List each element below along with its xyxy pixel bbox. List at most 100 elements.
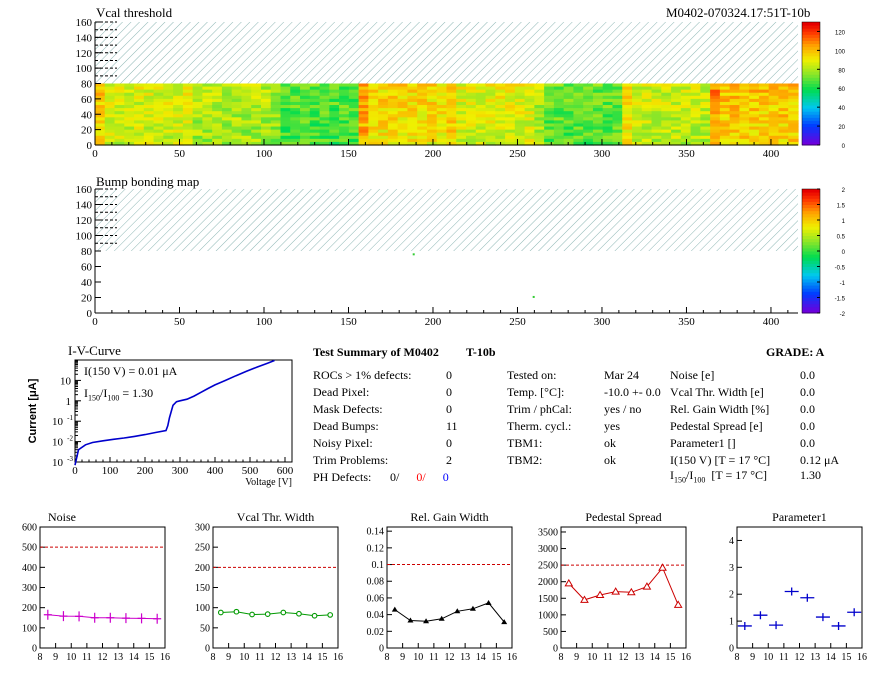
pixel-cell: [700, 114, 711, 118]
pixel-cell: [192, 129, 204, 134]
pixel-cell: [680, 135, 692, 140]
pixel-cell: [426, 132, 438, 137]
map-x-tick-label: 0: [92, 316, 98, 328]
pixel-cell: [260, 92, 272, 97]
summary-marker: [847, 608, 862, 617]
pixel-cell: [348, 89, 360, 94]
pixel-cell: [671, 108, 682, 112]
pixel-cell: [143, 120, 155, 125]
pixel-cell: [651, 141, 662, 146]
ratio-result-value: 1.30: [800, 468, 821, 482]
pixel-cell: [661, 138, 672, 143]
pixel-cell: [348, 138, 360, 143]
pixel-cell: [417, 111, 428, 115]
pixel-cell: [309, 101, 321, 106]
pixel-cell: [661, 126, 672, 131]
ph-defects-label: PH Defects:: [313, 470, 372, 484]
summary-x-tick-label: 14: [129, 652, 139, 663]
pixel-cell: [495, 95, 506, 100]
pixel-cell: [260, 108, 272, 112]
pixel-cell: [788, 135, 799, 140]
pixel-cell: [778, 111, 789, 115]
pixel-cell: [700, 101, 711, 106]
pixel-cell: [534, 117, 545, 121]
pixel-cell: [495, 92, 506, 97]
pixel-cell: [553, 138, 565, 143]
pixel-cell: [358, 135, 369, 140]
pixel-cell: [134, 95, 145, 100]
pixel-cell: [583, 89, 594, 94]
pixel-cell: [339, 129, 350, 134]
pixel-cell: [456, 138, 467, 143]
pixel-cell: [290, 108, 301, 112]
pixel-cell: [466, 98, 477, 103]
summary-x-tick-label: 15: [317, 652, 327, 663]
pixel-cell: [651, 111, 662, 115]
summary-plot-4: Pedestal Spread0500100015002000250030003…: [538, 510, 691, 663]
pixel-cell: [739, 120, 750, 125]
pixel-cell: [95, 86, 106, 91]
pixel-cell: [280, 105, 291, 109]
pixel-cell: [456, 117, 467, 121]
pixel-cell: [368, 135, 379, 140]
summary-y-tick-label: 0.02: [367, 627, 385, 638]
pixel-cell: [690, 123, 701, 128]
pixel-cell: [778, 120, 789, 125]
pixel-cell: [534, 126, 545, 131]
pixel-cell: [300, 120, 311, 125]
palette-tick-label: 0: [842, 250, 846, 256]
summary-x-tick-label: 15: [665, 652, 675, 663]
pixel-cell: [553, 123, 565, 128]
pixel-cell: [758, 89, 770, 94]
pixel-cell: [319, 132, 330, 137]
pixel-cell: [231, 89, 243, 94]
pixel-cell: [378, 117, 389, 121]
pixel-cell: [143, 86, 155, 91]
map-x-tick-label: 50: [174, 316, 186, 328]
pixel-cell: [251, 120, 262, 125]
iv-ratio-i: I: [84, 386, 88, 400]
pixel-cell: [778, 105, 789, 109]
pixel-cell: [212, 117, 223, 121]
pixel-cell: [573, 86, 584, 91]
defect-label-1: Dead Pixel:: [313, 385, 370, 399]
pixel-cell: [475, 86, 487, 91]
map-y-tick-label: 0: [87, 308, 93, 320]
pixel-cell: [680, 83, 692, 88]
palette-step: [802, 58, 820, 63]
pixel-cell: [95, 108, 106, 112]
pixel-cell: [260, 98, 272, 103]
roc-block-2: [270, 83, 360, 146]
pixel-cell: [339, 138, 350, 143]
pixel-cell: [124, 138, 135, 143]
pixel-cell: [505, 101, 516, 106]
summary-plot-title: Parameter1: [772, 510, 827, 524]
pixel-cell: [387, 95, 399, 100]
pixel-cell: [173, 123, 184, 128]
condition-value-2: yes / no: [604, 402, 642, 416]
pixel-cell: [758, 129, 770, 134]
summary-y-tick-label: 500: [543, 627, 558, 638]
pixel-cell: [173, 101, 184, 106]
pixel-cell: [651, 120, 662, 125]
pixel-cell: [397, 92, 409, 97]
pixel-cell: [788, 117, 799, 121]
pixel-cell: [524, 95, 535, 100]
pixel-cell: [749, 111, 760, 115]
pixel-cell: [622, 114, 633, 118]
summary-marker: [611, 587, 621, 595]
palette-step: [802, 254, 820, 258]
defect-value-5: 2: [446, 453, 452, 467]
pixel-cell: [251, 114, 262, 118]
pixel-cell: [671, 141, 682, 146]
pixel-cell: [544, 89, 555, 94]
pixel-cell: [368, 111, 379, 115]
pixel-cell: [368, 95, 379, 100]
pixel-cell: [788, 89, 799, 94]
palette-step: [802, 95, 820, 100]
pixel-cell: [466, 92, 477, 97]
pixel-cell: [231, 101, 243, 106]
pixel-cell: [319, 95, 330, 100]
palette-step: [802, 55, 820, 60]
iv-x-tick-label: 100: [102, 465, 119, 477]
